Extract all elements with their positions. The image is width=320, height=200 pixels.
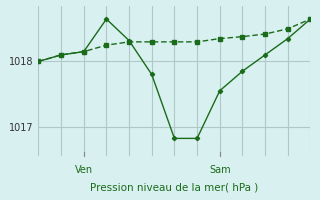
Text: Ven: Ven bbox=[75, 165, 93, 175]
Text: Pression niveau de la mer( hPa ): Pression niveau de la mer( hPa ) bbox=[90, 183, 259, 193]
Text: Sam: Sam bbox=[209, 165, 230, 175]
